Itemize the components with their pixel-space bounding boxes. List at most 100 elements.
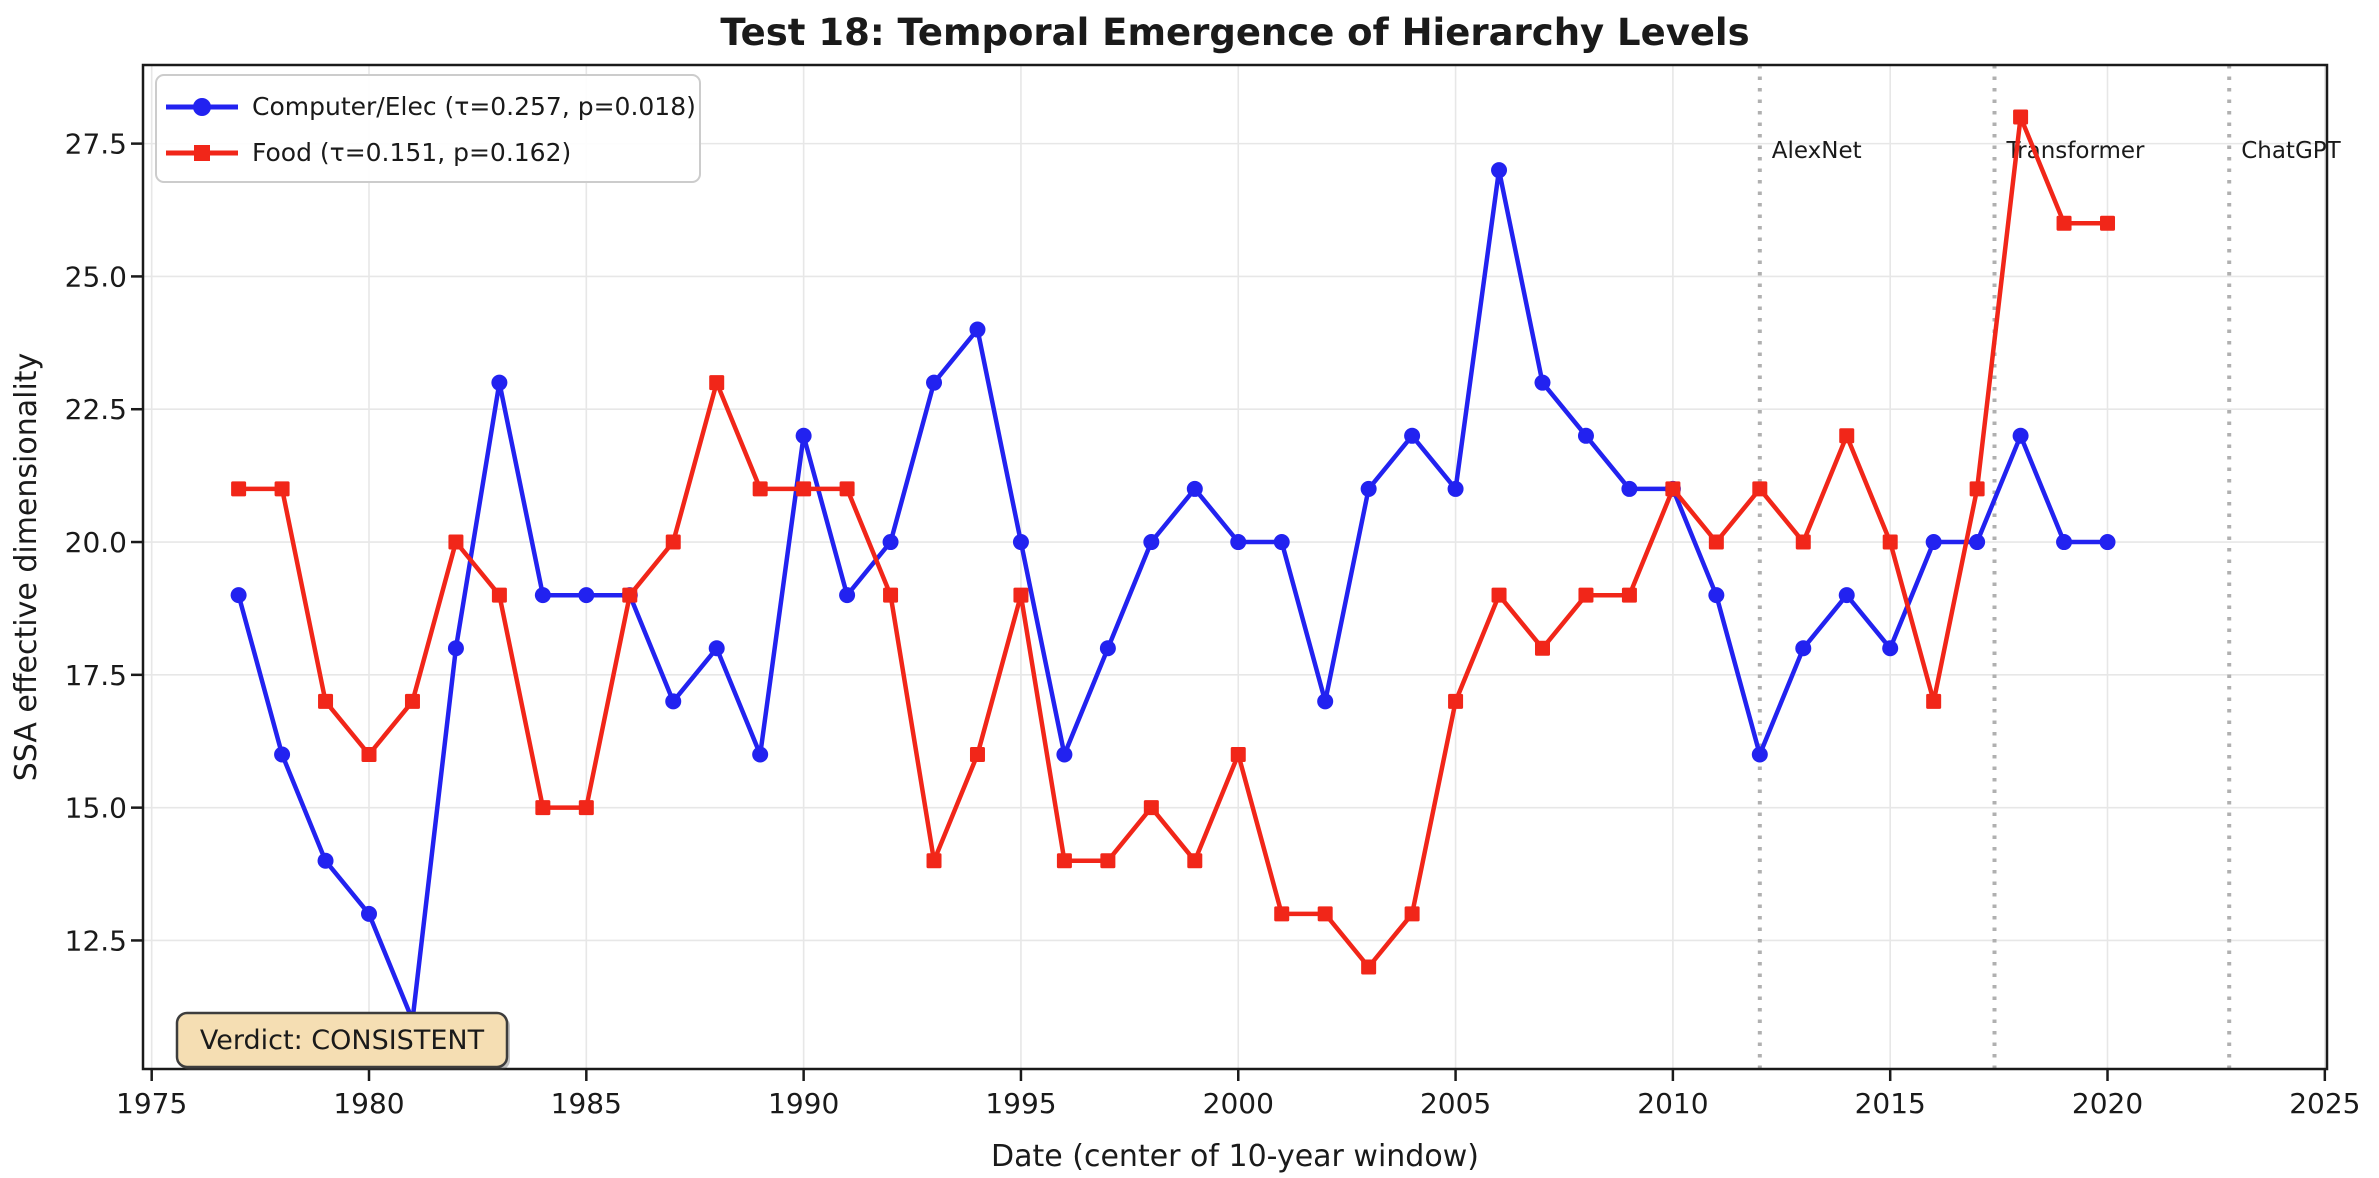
- x-tick-label: 2020: [2072, 1087, 2143, 1120]
- computer-elec-marker: [839, 587, 856, 604]
- computer-elec-marker: [1360, 480, 1377, 497]
- computer-elec-marker: [2099, 534, 2116, 551]
- computer-elec-marker: [1273, 534, 1290, 551]
- y-axis-label: SSA effective dimensionality: [9, 353, 44, 782]
- food-marker: [1752, 481, 1768, 497]
- computer-elec-marker: [361, 905, 378, 922]
- computer-elec-marker: [665, 693, 682, 710]
- computer-elec-marker: [1012, 534, 1029, 551]
- food-marker: [1274, 906, 1290, 922]
- gridlines: [143, 65, 2327, 1069]
- food-marker: [839, 481, 855, 497]
- computer-elec-marker: [969, 321, 986, 338]
- computer-elec-marker: [1577, 427, 1594, 444]
- x-tick-label: 1990: [768, 1087, 839, 1120]
- y-tick-label: 15.0: [65, 792, 127, 825]
- food-marker: [318, 693, 334, 709]
- alexnet-label: AlexNet: [1772, 138, 1862, 164]
- computer-elec-series: [230, 162, 2116, 1029]
- food-marker: [1013, 587, 1029, 603]
- chart-title: Test 18: Temporal Emergence of Hierarchy…: [720, 11, 1749, 54]
- y-tick-label: 22.5: [65, 393, 127, 426]
- legend-label-food: Food (τ=0.151, p=0.162): [252, 138, 571, 167]
- computer-elec-marker: [1099, 640, 1116, 657]
- computer-elec-marker: [1186, 480, 1203, 497]
- verdict-box: [175, 1011, 509, 1069]
- computer-elec-marker: [1404, 427, 1421, 444]
- computer-elec-marker: [1838, 587, 1855, 604]
- event-annotations: AlexNet Transformer ChatGPT: [1757, 65, 2342, 1069]
- x-tick-label: 2005: [1420, 1087, 1491, 1120]
- food-marker: [1839, 428, 1855, 444]
- food-marker: [1143, 800, 1159, 816]
- chatgpt-label: ChatGPT: [2241, 138, 2341, 164]
- computer-elec-marker: [1882, 640, 1899, 657]
- x-tick-label: 1995: [985, 1087, 1056, 1120]
- x-tick-label: 2010: [1637, 1087, 1708, 1120]
- legend: Computer/Elec (τ=0.257, p=0.018) Food (τ…: [155, 74, 701, 183]
- computer-elec-marker: [2056, 534, 2073, 551]
- plot-frame: [141, 63, 2329, 1071]
- food-marker: [361, 747, 377, 763]
- computer-elec-marker: [1621, 480, 1638, 497]
- computer-elec-marker: [1534, 374, 1551, 391]
- x-tick-label: 1980: [333, 1087, 404, 1120]
- legend-label-computer-elec: Computer/Elec (τ=0.257, p=0.018): [252, 92, 696, 121]
- legend-box: [155, 74, 701, 183]
- food-marker: [709, 375, 725, 391]
- computer-elec-marker: [926, 374, 943, 391]
- computer-elec-marker: [1795, 640, 1812, 657]
- computer-elec-marker: [1317, 693, 1334, 710]
- legend-marker-circle-icon: [193, 98, 211, 116]
- y-tick-label: 25.0: [65, 260, 127, 293]
- computer-elec-marker: [708, 640, 725, 657]
- x-tick-label: 1975: [116, 1087, 187, 1120]
- food-marker: [231, 481, 247, 497]
- computer-elec-marker: [230, 587, 247, 604]
- computer-elec-marker: [1969, 534, 1986, 551]
- computer-elec-marker: [1143, 534, 1160, 551]
- food-marker: [1665, 481, 1681, 497]
- food-marker: [491, 587, 507, 603]
- computer-elec-marker: [882, 534, 899, 551]
- food-marker: [535, 800, 551, 816]
- food-marker: [1578, 587, 1594, 603]
- food-marker: [883, 587, 899, 603]
- food-marker: [2100, 215, 2116, 231]
- x-tick-label: 2015: [1855, 1087, 1926, 1120]
- computer-elec-marker: [1708, 587, 1725, 604]
- computer-elec-marker: [2012, 427, 2029, 444]
- food-marker: [1448, 693, 1464, 709]
- y-tick-label: 17.5: [65, 659, 127, 692]
- food-marker: [796, 481, 812, 497]
- food-marker: [448, 534, 464, 550]
- computer-elec-marker: [1230, 534, 1247, 551]
- food-marker: [1708, 534, 1724, 550]
- food-series: [231, 109, 2116, 975]
- food-marker: [1100, 853, 1116, 869]
- food-marker: [274, 481, 290, 497]
- food-marker: [1926, 693, 1942, 709]
- food-marker: [926, 853, 942, 869]
- food-marker: [1361, 959, 1377, 975]
- computer-elec-marker: [534, 587, 551, 604]
- food-marker: [752, 481, 768, 497]
- food-marker: [1187, 853, 1203, 869]
- computer-elec-marker: [1056, 746, 1073, 763]
- computer-elec-marker: [1751, 746, 1768, 763]
- computer-elec-marker: [752, 746, 769, 763]
- food-marker: [1795, 534, 1811, 550]
- computer-elec-marker: [447, 640, 464, 657]
- food-marker: [1491, 587, 1507, 603]
- axes: 1975 1980 1985 1990 1995 2000 2005 2010 2015 2020…: [65, 63, 2360, 1120]
- computer-elec-marker: [317, 852, 334, 869]
- food-marker: [969, 747, 985, 763]
- computer-elec-marker: [1447, 480, 1464, 497]
- food-marker: [2056, 215, 2072, 231]
- y-tick-label: 20.0: [65, 526, 127, 559]
- food-marker: [1534, 640, 1550, 656]
- computer-elec-marker: [491, 374, 508, 391]
- x-tick-label: 2025: [2289, 1087, 2360, 1120]
